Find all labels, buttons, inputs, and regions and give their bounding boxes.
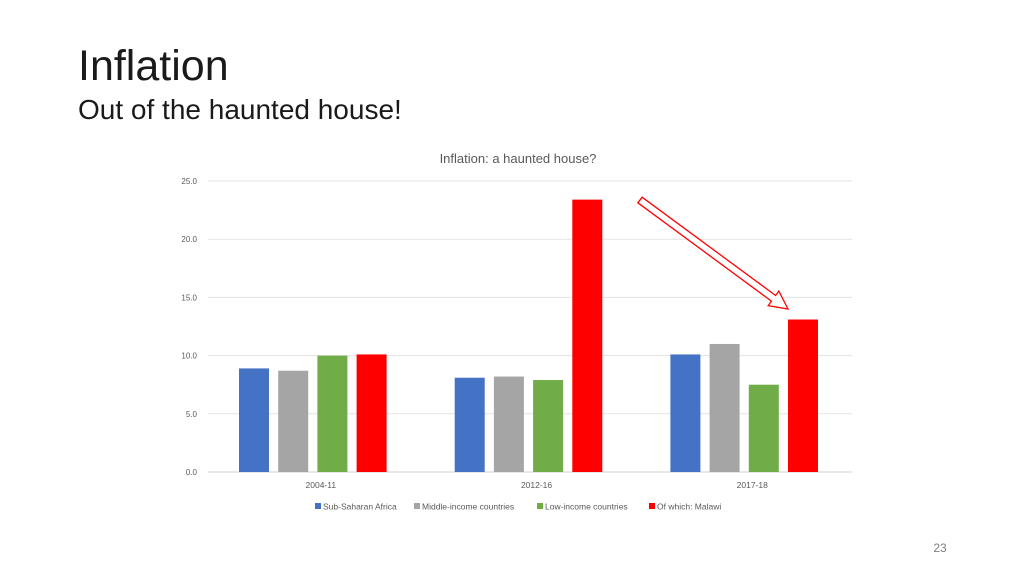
category-label: 2012-16 — [521, 480, 552, 490]
bar — [788, 319, 818, 472]
bar — [278, 370, 309, 472]
bar — [493, 376, 524, 472]
y-tick-label: 5.0 — [186, 410, 198, 419]
legend-swatch — [649, 503, 655, 509]
bar — [239, 368, 269, 472]
slide-number: 23 — [933, 541, 947, 555]
bar — [317, 355, 348, 472]
y-tick-label: 25.0 — [181, 177, 197, 186]
legend-label: Sub-Saharan Africa — [323, 502, 397, 512]
legend-swatch — [315, 503, 321, 509]
bar — [709, 343, 740, 472]
bar — [454, 377, 485, 472]
bar — [748, 384, 779, 472]
gridlines — [208, 180, 852, 473]
bar — [670, 354, 701, 472]
y-tick-label: 0.0 — [186, 468, 198, 477]
bar — [572, 199, 603, 472]
slide-title: Inflation — [78, 42, 229, 90]
y-tick-label: 20.0 — [181, 235, 197, 244]
bar — [533, 380, 564, 472]
legend-label: Of which: Malawi — [657, 502, 721, 512]
legend-swatch — [414, 503, 420, 509]
category-label: 2004-11 — [306, 480, 337, 490]
category-labels: 2004-11 2012-16 2017-18 — [306, 480, 769, 490]
bar — [356, 354, 387, 472]
y-tick-label: 15.0 — [181, 293, 197, 302]
y-tick-label: 10.0 — [181, 352, 197, 361]
arrow-annotation — [636, 196, 790, 310]
legend: Sub-Saharan Africa Middle-income countrie… — [315, 502, 721, 512]
y-axis-tick-labels: 0.0 5.0 10.0 15.0 20.0 25.0 — [181, 177, 197, 477]
arrow-annotation-shape — [636, 196, 790, 310]
bars — [239, 199, 818, 472]
category-label: 2017-18 — [737, 480, 768, 490]
chart-title: Inflation: a haunted house? — [440, 151, 597, 166]
legend-label: Low-income countries — [545, 502, 628, 512]
legend-label: Middle-income countries — [422, 502, 514, 512]
slide-subtitle: Out of the haunted house! — [78, 94, 402, 125]
legend-swatch — [537, 503, 543, 509]
